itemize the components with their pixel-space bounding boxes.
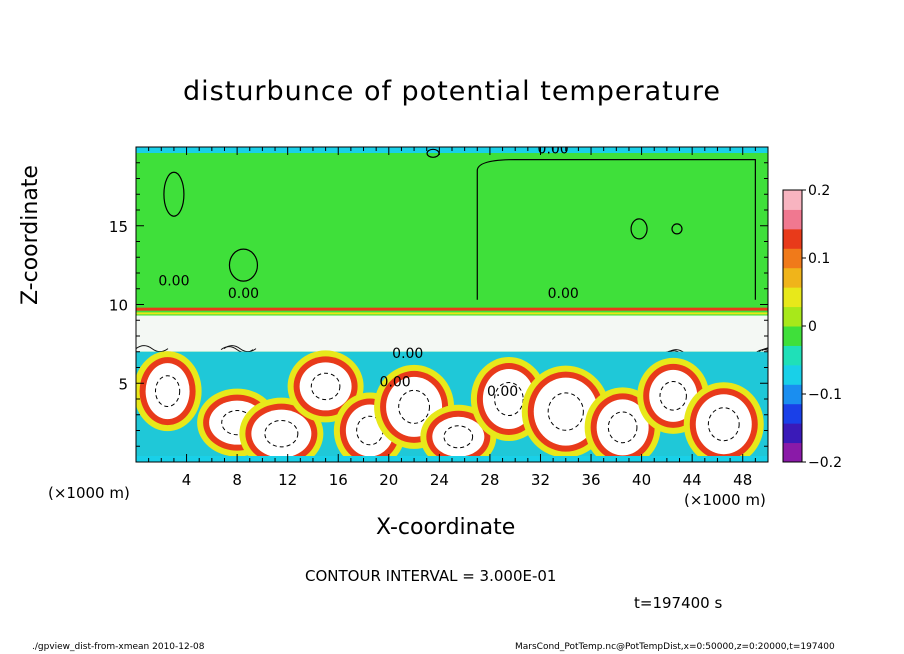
- eddy-core: [649, 369, 698, 422]
- eddy-contour: [155, 375, 181, 408]
- eddy-contour: [707, 407, 740, 442]
- eddy-contour: [398, 389, 430, 424]
- colorbar-label: 0: [808, 319, 817, 335]
- footer-data-source: MarsCond_PotTemp.nc@PotTempDist,x=0:5000…: [515, 642, 835, 652]
- contour-interval-text: CONTOUR INTERVAL = 3.000E-01: [305, 567, 557, 585]
- eddy-core: [695, 394, 752, 455]
- zero-contour-upper-right: [476, 159, 756, 300]
- closed-contour: [630, 218, 648, 240]
- eddy-contour: [310, 372, 341, 401]
- contour-label: 0.00: [228, 286, 259, 302]
- eddy-core: [299, 362, 352, 411]
- x-axis-label: X-coordinate: [376, 515, 516, 540]
- contour-label: 0.00: [548, 286, 579, 302]
- colorbar-segment: [783, 326, 802, 346]
- colorbar-segment: [783, 442, 802, 463]
- eddy-core: [432, 416, 485, 457]
- eddy-core: [533, 377, 598, 446]
- x-tick-label: 28: [480, 471, 499, 489]
- x-tick-label: 36: [581, 471, 600, 489]
- footer-script-name: ./gpview_dist-from-xmean 2010-12-08: [32, 642, 205, 652]
- x-tick-label: 44: [683, 471, 702, 489]
- contour-label: 0.00: [158, 274, 189, 290]
- colorbar: 0.2 0.1 0 −0.1 −0.2: [782, 183, 842, 471]
- eddy-contour: [607, 411, 638, 444]
- x-tick-label: 24: [430, 471, 449, 489]
- time-stamp-text: t=197400 s: [634, 594, 723, 612]
- colorbar-label: −0.2: [808, 455, 842, 471]
- contour-label: 0.00: [392, 346, 423, 362]
- colorbar-segment: [783, 423, 802, 444]
- y-tick-label: 10: [109, 297, 128, 315]
- colorbar-segment: [783, 267, 802, 288]
- inversion-line-warm: [136, 307, 768, 311]
- eddy-contour: [659, 381, 687, 411]
- x-tick-label: 48: [733, 471, 752, 489]
- colorbar-segment: [783, 228, 802, 249]
- x-tick-label: 16: [329, 471, 348, 489]
- eddy-contour: [547, 392, 584, 431]
- colorbar-segment: [783, 306, 802, 327]
- closed-contour: [671, 223, 683, 235]
- eddy-contour: [443, 425, 474, 449]
- y-tick-label: 5: [118, 375, 128, 393]
- colorbar-segment: [783, 403, 802, 424]
- colorbar-segment: [783, 209, 802, 230]
- x-tick-label: 8: [232, 471, 242, 489]
- heatmap-field: 0.00 0.00 0.00 0.00 0.00 0.00 0.00: [136, 141, 768, 462]
- contour-label: 0.00: [487, 384, 518, 400]
- colorbar-label: −0.1: [808, 387, 842, 403]
- colorbar-segment: [783, 364, 802, 385]
- y-axis-label: Z-coordinate: [18, 165, 43, 305]
- chart-title: disturbunce of potential temperature: [183, 76, 721, 107]
- turbulent-contour: [755, 349, 768, 354]
- x-tick-label: 12: [278, 471, 297, 489]
- mixing-layer: [136, 315, 768, 352]
- colorbar-segment: [783, 190, 802, 210]
- contour-label: 0.00: [538, 141, 569, 157]
- x-tick-label: 4: [182, 471, 192, 489]
- x-tick-label: 32: [531, 471, 550, 489]
- inversion-line-yellow: [136, 312, 768, 315]
- eddy-core: [596, 399, 649, 456]
- y-tick-label: 15: [109, 218, 128, 236]
- colorbar-segment: [783, 287, 802, 308]
- colorbar-segment: [783, 384, 802, 405]
- eddy-contour: [264, 419, 299, 448]
- eddy-core: [251, 409, 312, 458]
- contour-label: 0.00: [380, 374, 411, 390]
- x-tick-label: 40: [632, 471, 651, 489]
- x-unit-label-left: (×1000 m): [48, 484, 130, 502]
- x-unit-label-right: (×1000 m): [684, 491, 766, 509]
- eddy-core: [145, 363, 190, 420]
- closed-contour: [163, 171, 185, 217]
- eddy-contour: [494, 382, 524, 416]
- colorbar-label: 0.1: [808, 251, 830, 267]
- colorbar-label: 0.2: [808, 183, 830, 199]
- colorbar-segment: [783, 248, 802, 269]
- x-tick-label: 20: [379, 471, 398, 489]
- closed-contour: [228, 248, 259, 282]
- colorbar-segment: [783, 345, 802, 366]
- turbulent-contour: [136, 345, 169, 353]
